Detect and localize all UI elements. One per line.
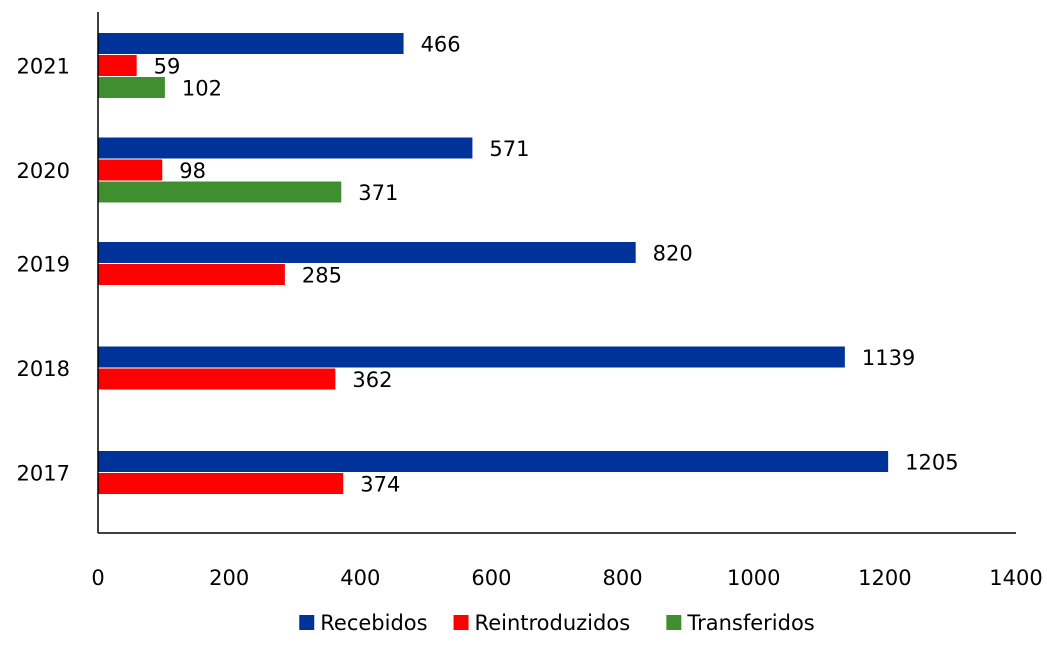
category-label-2017: 2017 <box>17 462 70 486</box>
bar-reintroduzidos-2019 <box>98 264 285 285</box>
legend-swatch-transferidos <box>666 615 682 630</box>
legend-label-reintroduzidos: Reintroduzidos <box>475 611 631 635</box>
bar-recebidos-2017 <box>98 451 889 472</box>
legend: Recebidos Reintroduzidos Transferidos <box>299 611 815 635</box>
category-label-2021: 2021 <box>17 55 70 79</box>
category-labels: 2021 2020 2019 2018 2017 <box>17 55 70 486</box>
x-tick-label-0: 0 <box>91 566 104 590</box>
value-label-recebidos-2018: 1139 <box>862 346 915 370</box>
bar-recebidos-2019 <box>98 242 636 263</box>
x-tick-label-400: 400 <box>340 566 380 590</box>
x-tick-label-1000: 1000 <box>727 566 780 590</box>
legend-label-transferidos: Transferidos <box>686 611 814 635</box>
x-tick-label-600: 600 <box>471 566 511 590</box>
category-label-2018: 2018 <box>17 357 70 381</box>
bar-transferidos-2020 <box>98 181 342 203</box>
bar-reintroduzidos-2018 <box>98 368 336 390</box>
bar-recebidos-2021 <box>98 33 404 54</box>
bar-recebidos-2020 <box>98 137 473 159</box>
x-tick-label-1200: 1200 <box>858 566 911 590</box>
legend-swatch-reintroduzidos <box>453 615 469 630</box>
value-label-recebidos-2021: 466 <box>421 33 461 57</box>
value-label-transferidos-2020: 371 <box>358 181 398 205</box>
bar-transferidos-2021 <box>98 77 165 98</box>
x-tick-label-1400: 1400 <box>989 566 1042 590</box>
bar-recebidos-2018 <box>98 346 845 368</box>
value-label-reintroduzidos-2021: 59 <box>154 55 181 79</box>
x-tick-label-800: 800 <box>603 566 643 590</box>
value-label-recebidos-2017: 1205 <box>905 451 958 475</box>
value-label-reintroduzidos-2019: 285 <box>302 264 342 288</box>
bar-reintroduzidos-2020 <box>98 159 163 181</box>
value-label-reintroduzidos-2018: 362 <box>352 368 392 392</box>
category-label-2020: 2020 <box>17 159 70 183</box>
legend-swatch-recebidos <box>299 615 315 630</box>
bars-layer <box>98 33 889 494</box>
value-label-reintroduzidos-2017: 374 <box>360 473 400 497</box>
value-label-recebidos-2020: 571 <box>489 137 529 161</box>
x-tick-labels: 0 200 400 600 800 1000 1200 1400 <box>91 566 1042 590</box>
x-tick-label-200: 200 <box>209 566 249 590</box>
bar-reintroduzidos-2017 <box>98 473 344 494</box>
legend-label-recebidos: Recebidos <box>320 611 427 635</box>
value-label-reintroduzidos-2020: 98 <box>179 159 206 183</box>
category-label-2019: 2019 <box>17 253 70 277</box>
value-label-transferidos-2021: 102 <box>182 77 222 101</box>
bar-reintroduzidos-2021 <box>98 55 137 76</box>
value-label-recebidos-2019: 820 <box>653 242 693 266</box>
